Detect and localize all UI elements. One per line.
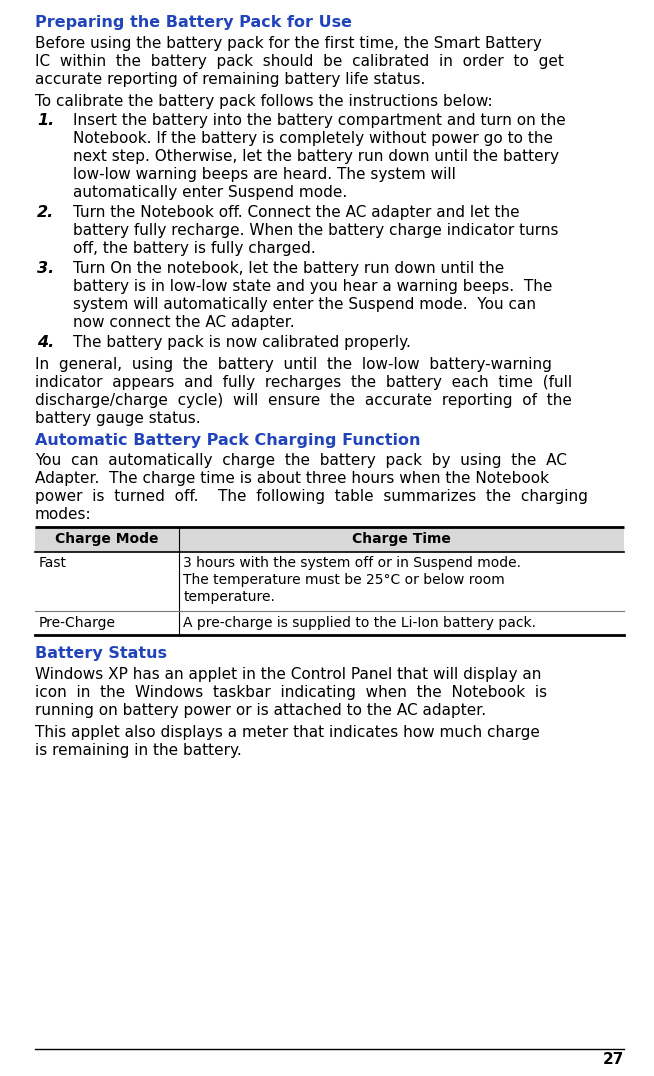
Text: modes:: modes: [35,507,92,522]
Text: A pre-charge is supplied to the Li-Ion battery pack.: A pre-charge is supplied to the Li-Ion b… [183,615,536,629]
Text: Turn the Notebook off. Connect the AC adapter and let the: Turn the Notebook off. Connect the AC ad… [73,204,520,220]
Text: is remaining in the battery.: is remaining in the battery. [35,742,242,758]
Text: In  general,  using  the  battery  until  the  low-low  battery-warning: In general, using the battery until the … [35,356,552,371]
Text: To calibrate the battery pack follows the instructions below:: To calibrate the battery pack follows th… [35,94,492,109]
Text: IC  within  the  battery  pack  should  be  calibrated  in  order  to  get: IC within the battery pack should be cal… [35,54,564,69]
Text: Notebook. If the battery is completely without power go to the: Notebook. If the battery is completely w… [73,130,553,145]
Text: Automatic Battery Pack Charging Function: Automatic Battery Pack Charging Function [35,433,421,448]
Text: You  can  automatically  charge  the  battery  pack  by  using  the  AC: You can automatically charge the battery… [35,453,567,468]
Text: 27: 27 [602,1052,624,1067]
Text: automatically enter Suspend mode.: automatically enter Suspend mode. [73,185,347,200]
Text: 3 hours with the system off or in Suspend mode.: 3 hours with the system off or in Suspen… [183,556,521,570]
Text: Charge Mode: Charge Mode [56,532,159,546]
Text: next step. Otherwise, let the battery run down until the battery: next step. Otherwise, let the battery ru… [73,148,559,164]
Text: Pre-Charge: Pre-Charge [39,615,116,629]
Text: battery fully recharge. When the battery charge indicator turns: battery fully recharge. When the battery… [73,223,559,238]
Text: Adapter.  The charge time is about three hours when the Notebook: Adapter. The charge time is about three … [35,471,549,486]
Text: 1.: 1. [37,113,54,128]
Text: 4.: 4. [37,335,54,350]
Text: Insert the battery into the battery compartment and turn on the: Insert the battery into the battery comp… [73,113,566,128]
Text: temperature.: temperature. [183,591,275,605]
Text: off, the battery is fully charged.: off, the battery is fully charged. [73,241,316,256]
Text: power  is  turned  off.    The  following  table  summarizes  the  charging: power is turned off. The following table… [35,490,588,505]
Text: The battery pack is now calibrated properly.: The battery pack is now calibrated prope… [73,335,411,350]
Text: Fast: Fast [39,556,67,570]
Text: discharge/charge  cycle)  will  ensure  the  accurate  reporting  of  the: discharge/charge cycle) will ensure the … [35,393,572,408]
Text: system will automatically enter the Suspend mode.  You can: system will automatically enter the Susp… [73,297,536,312]
Text: Windows XP has an applet in the Control Panel that will display an: Windows XP has an applet in the Control … [35,667,542,682]
Text: This applet also displays a meter that indicates how much charge: This applet also displays a meter that i… [35,725,540,740]
Text: icon  in  the  Windows  taskbar  indicating  when  the  Notebook  is: icon in the Windows taskbar indicating w… [35,684,547,699]
Text: battery gauge status.: battery gauge status. [35,411,201,426]
Text: Before using the battery pack for the first time, the Smart Battery: Before using the battery pack for the fi… [35,36,542,51]
Text: battery is in low-low state and you hear a warning beeps.  The: battery is in low-low state and you hear… [73,279,553,294]
Text: indicator  appears  and  fully  recharges  the  battery  each  time  (full: indicator appears and fully recharges th… [35,374,572,390]
Text: now connect the AC adapter.: now connect the AC adapter. [73,314,294,329]
Text: Charge Time: Charge Time [353,532,451,546]
Text: 3.: 3. [37,260,54,275]
Text: Turn On the notebook, let the battery run down until the: Turn On the notebook, let the battery ru… [73,260,504,275]
Text: Preparing the Battery Pack for Use: Preparing the Battery Pack for Use [35,15,352,30]
Text: The temperature must be 25°C or below room: The temperature must be 25°C or below ro… [183,574,505,587]
Text: running on battery power or is attached to the AC adapter.: running on battery power or is attached … [35,703,486,718]
Bar [35,527,624,552]
Text: accurate reporting of remaining battery life status.: accurate reporting of remaining battery … [35,72,425,87]
Text: low-low warning beeps are heard. The system will: low-low warning beeps are heard. The sys… [73,167,456,182]
Text: 2.: 2. [37,204,54,220]
Text: Battery Status: Battery Status [35,646,167,661]
